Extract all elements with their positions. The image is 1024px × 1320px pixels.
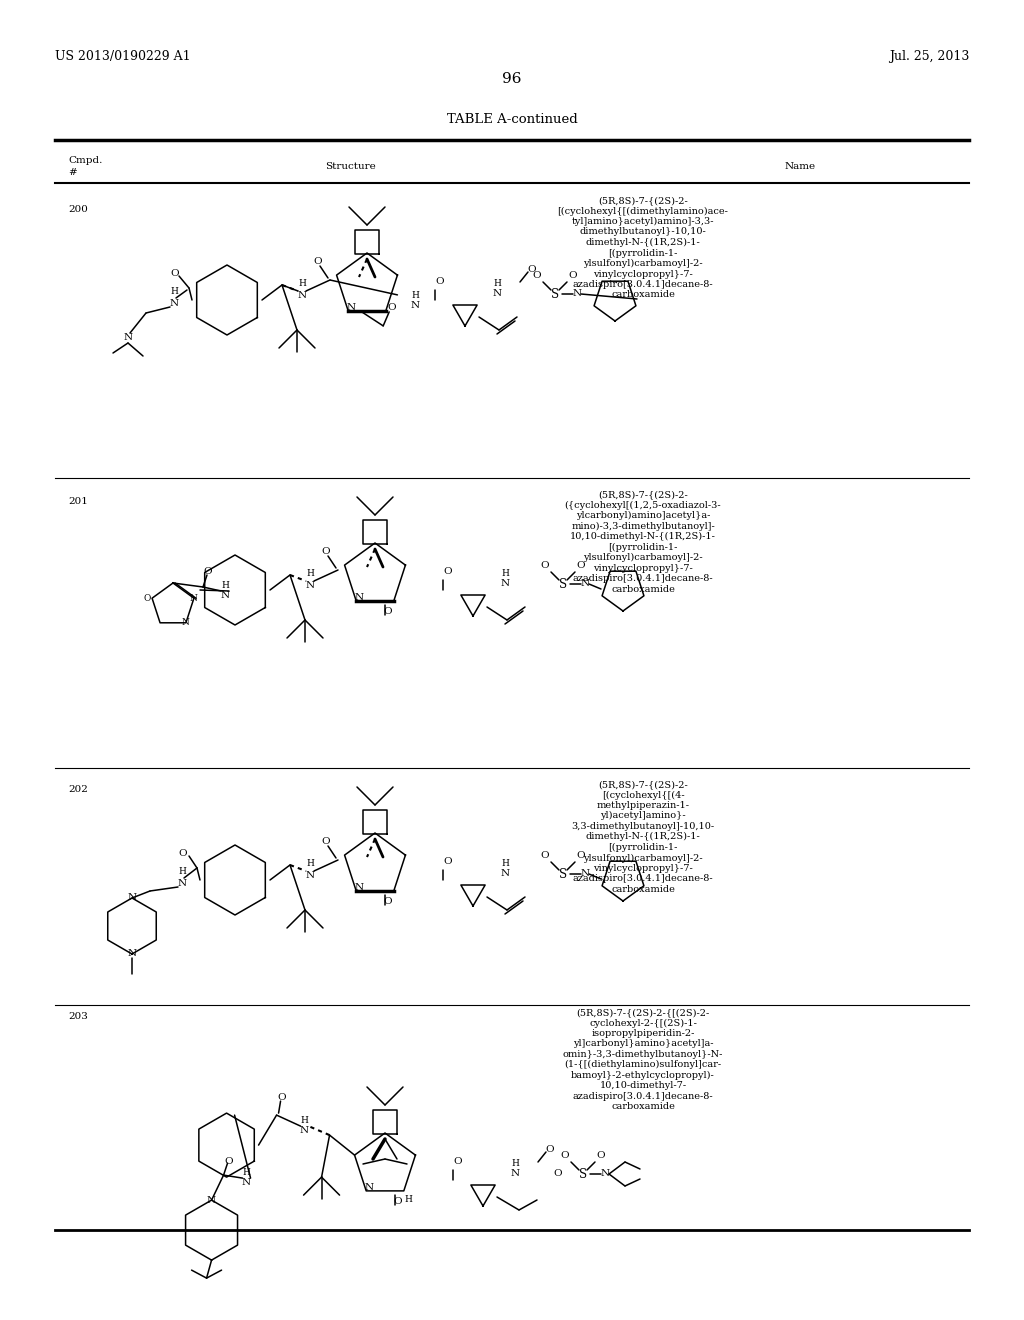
Text: N: N: [169, 298, 178, 308]
Text: (5R,8S)-7-{(2S)-2-{[(2S)-2-
cyclohexyl-2-{[(2S)-1-
isopropylpiperidin-2-
yl]carb: (5R,8S)-7-{(2S)-2-{[(2S)-2- cyclohexyl-2…: [563, 1008, 723, 1111]
Text: H: H: [298, 279, 306, 288]
Text: N: N: [177, 879, 186, 887]
Text: (5R,8S)-7-{(2S)-2-
[(cyclohexyl{[(4-
methylpiperazin-1-
yl)acetyl]amino}-
3,3-di: (5R,8S)-7-{(2S)-2- [(cyclohexyl{[(4- met…: [571, 780, 715, 894]
Text: S: S: [551, 288, 559, 301]
Text: O: O: [278, 1093, 286, 1102]
Text: 203: 203: [68, 1012, 88, 1020]
Text: N: N: [182, 618, 189, 627]
Text: N: N: [305, 581, 314, 590]
Text: N: N: [581, 579, 590, 589]
Text: H: H: [501, 569, 509, 578]
Text: N: N: [600, 1170, 609, 1179]
Text: #: #: [68, 168, 77, 177]
Text: O: O: [171, 268, 179, 277]
Text: N: N: [354, 883, 364, 892]
Text: N: N: [127, 949, 136, 958]
Text: N: N: [347, 304, 355, 313]
Text: S: S: [559, 578, 567, 590]
Text: H: H: [221, 581, 229, 590]
Text: O: O: [435, 277, 444, 286]
Text: Jul. 25, 2013: Jul. 25, 2013: [889, 50, 969, 63]
Text: Cmpd.: Cmpd.: [68, 156, 102, 165]
Text: Structure: Structure: [325, 162, 376, 172]
Text: US 2013/0190229 A1: US 2013/0190229 A1: [55, 50, 190, 63]
Text: N: N: [501, 870, 510, 879]
Text: N: N: [300, 1126, 309, 1135]
Text: O: O: [597, 1151, 605, 1160]
Text: O: O: [322, 837, 331, 846]
Text: H: H: [494, 280, 501, 289]
Text: O: O: [384, 607, 392, 616]
Text: N: N: [124, 334, 132, 342]
Text: (5R,8S)-7-{(2S)-2-
[(cyclohexyl{[(dimethylamino)ace-
tyl]amino}acetyl)amino]-3,3: (5R,8S)-7-{(2S)-2- [(cyclohexyl{[(dimeth…: [557, 195, 728, 300]
Text: Name: Name: [784, 162, 815, 172]
Text: O: O: [143, 594, 151, 603]
Text: O: O: [178, 849, 187, 858]
Text: S: S: [579, 1167, 587, 1180]
Text: 96: 96: [502, 73, 522, 86]
Text: N: N: [501, 579, 510, 589]
Text: 201: 201: [68, 498, 88, 506]
Text: H: H: [306, 569, 314, 578]
Text: 202: 202: [68, 785, 88, 795]
Text: O: O: [204, 568, 212, 577]
Text: N: N: [411, 301, 420, 309]
Text: H: H: [511, 1159, 519, 1168]
Text: O: O: [454, 1158, 462, 1167]
Text: O: O: [322, 548, 331, 557]
Text: O: O: [313, 257, 323, 267]
Text: O: O: [224, 1156, 232, 1166]
Text: H: H: [170, 286, 178, 296]
Text: H: H: [178, 866, 186, 875]
Text: O: O: [577, 851, 586, 861]
Text: O: O: [561, 1151, 569, 1160]
Text: N: N: [354, 594, 364, 602]
Text: O: O: [443, 568, 453, 577]
Text: H: H: [411, 290, 419, 300]
Text: O: O: [568, 272, 578, 281]
Text: N: N: [297, 290, 306, 300]
Text: H: H: [306, 858, 314, 867]
Text: H: H: [404, 1196, 412, 1204]
Text: N: N: [305, 870, 314, 879]
Text: O: O: [546, 1146, 554, 1155]
Text: 200: 200: [68, 205, 88, 214]
Text: N: N: [220, 590, 229, 599]
Text: O: O: [384, 898, 392, 907]
Text: (5R,8S)-7-{(2S)-2-
({cyclohexyl[(1,2,5-oxadiazol-3-
ylcarbonyl)amino]acetyl}a-
m: (5R,8S)-7-{(2S)-2- ({cyclohexyl[(1,2,5-o…: [564, 490, 721, 594]
Text: TABLE A-continued: TABLE A-continued: [446, 114, 578, 125]
Text: N: N: [242, 1177, 251, 1187]
Text: N: N: [365, 1184, 374, 1192]
Text: O: O: [443, 858, 453, 866]
Text: N: N: [207, 1196, 216, 1205]
Text: O: O: [393, 1197, 402, 1206]
Text: H: H: [243, 1168, 251, 1176]
Text: O: O: [554, 1170, 562, 1179]
Text: S: S: [559, 867, 567, 880]
Text: N: N: [190, 594, 198, 603]
Text: O: O: [387, 304, 395, 313]
Text: H: H: [501, 859, 509, 869]
Text: N: N: [510, 1170, 519, 1179]
Text: H: H: [301, 1115, 308, 1125]
Text: O: O: [541, 851, 549, 861]
Text: N: N: [581, 870, 590, 879]
Text: O: O: [577, 561, 586, 570]
Text: N: N: [572, 289, 582, 298]
Text: N: N: [127, 894, 136, 903]
Text: O: O: [532, 272, 542, 281]
Text: N: N: [493, 289, 502, 298]
Text: O: O: [527, 265, 537, 275]
Text: O: O: [541, 561, 549, 570]
